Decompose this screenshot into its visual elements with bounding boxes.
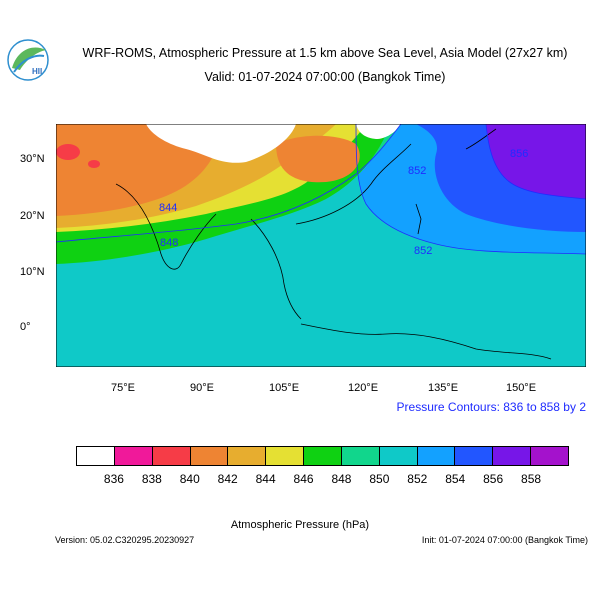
colorbar-segment xyxy=(493,447,532,465)
lon-tick: 120°E xyxy=(347,382,379,394)
hii-logo: HII xyxy=(7,39,49,81)
band-842-china xyxy=(276,135,360,183)
colorbar-segment xyxy=(379,447,418,465)
colorbar-label: 846 xyxy=(293,472,314,486)
coastline-indonesia xyxy=(300,323,552,360)
coastline-japan xyxy=(465,128,497,150)
contour-label: 848 xyxy=(160,237,178,249)
colorbar-label: 848 xyxy=(331,472,352,486)
colorbar-segment xyxy=(114,447,153,465)
colorbar-label: 854 xyxy=(445,472,466,486)
contour-line xyxy=(355,124,586,255)
contour-label: 844 xyxy=(159,202,177,214)
colorbar-segment xyxy=(228,447,267,465)
contour-line xyxy=(56,124,402,243)
colorbar-segment xyxy=(341,447,380,465)
colorbar-label: 838 xyxy=(141,472,162,486)
contour-note: Pressure Contours: 836 to 858 by 2 xyxy=(396,400,586,414)
colorbar-segment xyxy=(152,447,191,465)
contour-line xyxy=(485,124,586,200)
colorbar-label: 836 xyxy=(103,472,124,486)
colorbar-segment xyxy=(531,447,568,465)
band-842 xyxy=(56,124,217,216)
lon-tick: 90°E xyxy=(190,382,214,394)
valid-time: Valid: 01-07-2024 07:00:00 (Bangkok Time… xyxy=(204,70,446,84)
colorbar-title: Atmospheric Pressure (hPa) xyxy=(230,519,370,531)
colorbar-segment xyxy=(304,447,342,465)
version-text: Version: 05.02.C320295.20230927 xyxy=(55,535,195,545)
lat-tick: 20°N xyxy=(20,210,45,222)
coastline-philippines xyxy=(415,203,422,235)
contour-label: 852 xyxy=(414,245,432,257)
colorbar-label: 850 xyxy=(369,472,390,486)
colorbar-label: 840 xyxy=(179,472,200,486)
pressure-map: 856 852 844 848 852 xyxy=(56,124,586,367)
lat-tick: 10°N xyxy=(20,266,45,278)
lat-tick: 30°N xyxy=(20,153,45,165)
colorbar-segment xyxy=(190,447,229,465)
lon-tick: 75°E xyxy=(111,382,135,394)
init-time: Init: 01-07-2024 07:00:00 (Bangkok Time) xyxy=(421,535,588,545)
coastline-indochina xyxy=(250,218,302,320)
band-840-spot xyxy=(88,160,100,168)
coastline-india xyxy=(115,183,217,270)
band-840-spot xyxy=(56,144,80,160)
lat-tick: 0° xyxy=(20,321,31,333)
colorbar-label: 844 xyxy=(255,472,276,486)
colorbar-label: 842 xyxy=(217,472,238,486)
contour-label: 852 xyxy=(408,165,426,177)
colorbar-label: 852 xyxy=(407,472,428,486)
logo-text: HII xyxy=(32,67,42,76)
colorbar-label: 856 xyxy=(483,472,504,486)
terrain-mask xyxy=(146,124,296,163)
colorbar-segment xyxy=(266,447,305,465)
colorbar-label: 858 xyxy=(521,472,542,486)
lon-tick: 135°E xyxy=(427,382,459,394)
colorbar-segment xyxy=(77,447,115,465)
lon-tick: 105°E xyxy=(268,382,300,394)
terrain-mask xyxy=(356,124,401,139)
map-title: WRF-ROMS, Atmospheric Pressure at 1.5 km… xyxy=(82,46,568,60)
colorbar-segment xyxy=(417,447,456,465)
contour-label: 856 xyxy=(510,148,528,160)
colorbar-segment xyxy=(455,447,494,465)
colorbar xyxy=(76,446,569,466)
band-858 xyxy=(486,124,586,199)
lon-tick: 150°E xyxy=(505,382,537,394)
coastline-china xyxy=(295,143,412,225)
